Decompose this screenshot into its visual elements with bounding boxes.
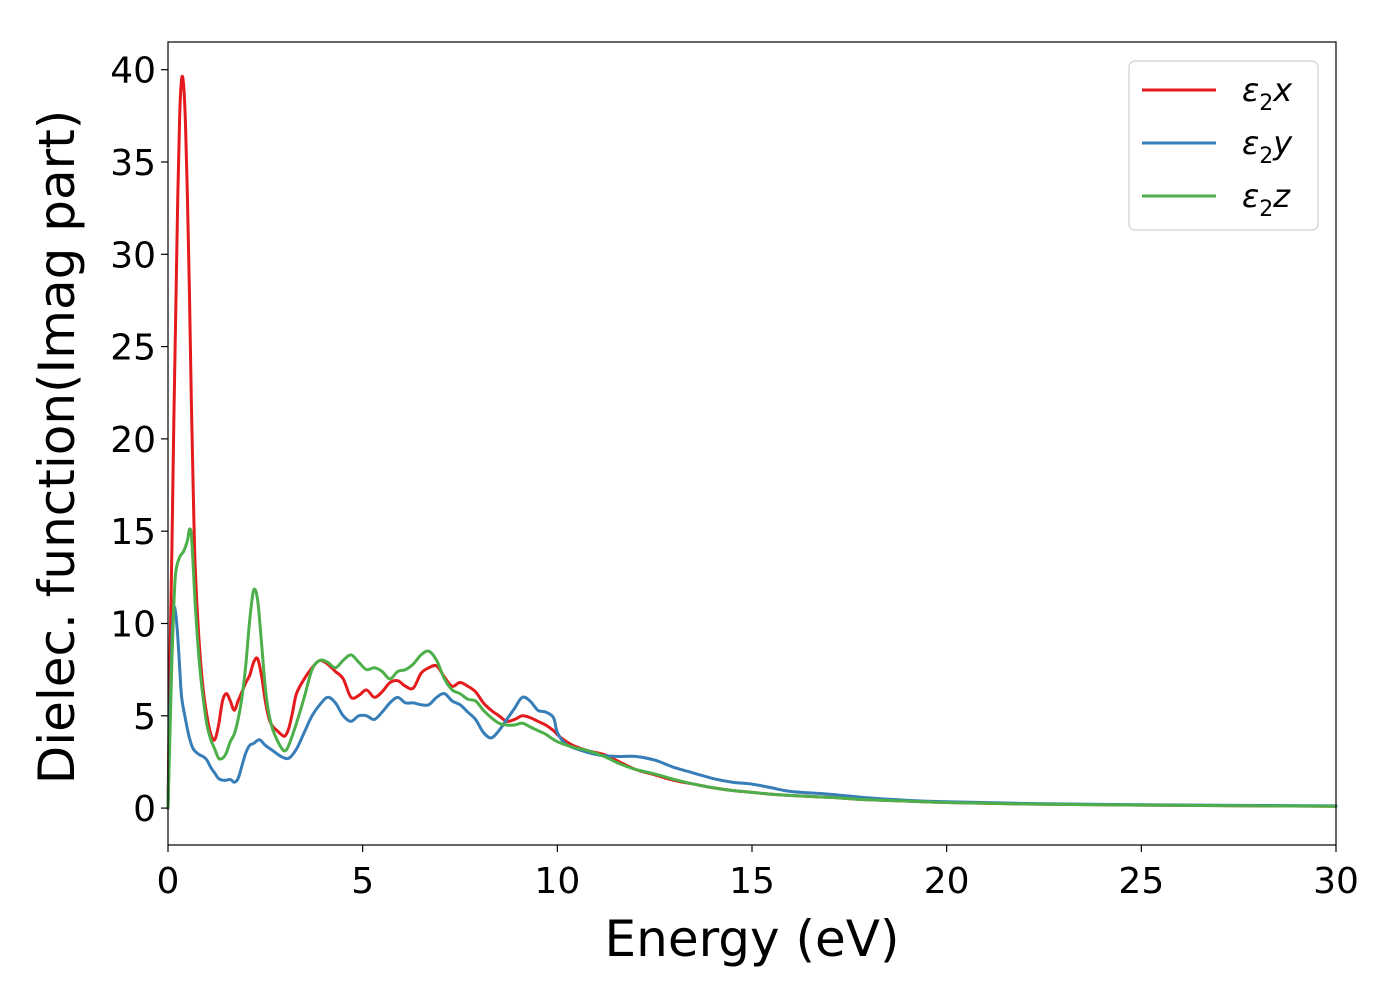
legend-label-y: ε2y	[1242, 124, 1293, 169]
x-axis-ticks: 0 5 10 15 20 25 30	[157, 845, 1359, 902]
y-axis-title: Dielec. function(Imag part)	[28, 110, 86, 785]
x-tick-label: 25	[1118, 861, 1164, 902]
legend: ε2x ε2y ε2z	[1128, 60, 1319, 231]
legend-frame	[1128, 60, 1319, 231]
series-layer	[166, 74, 1338, 810]
x-axis-title: Energy (eV)	[605, 910, 900, 968]
y-tick-label: 5	[133, 697, 156, 738]
x-tick-label: 15	[729, 861, 775, 902]
y-tick-label: 35	[110, 143, 156, 184]
x-tick-label: 30	[1313, 861, 1359, 902]
legend-label-x: ε2x	[1242, 71, 1293, 116]
plot-area-frame	[167, 41, 1337, 846]
y-tick-label: 25	[110, 328, 156, 369]
x-tick-label: 10	[534, 861, 580, 902]
y-tick-label: 40	[110, 51, 156, 92]
x-tick-label: 5	[351, 861, 374, 902]
legend-label-z: ε2z	[1242, 177, 1291, 222]
y-tick-label: 30	[110, 235, 156, 276]
series-line-y	[166, 605, 1338, 810]
y-tick-label: 10	[110, 604, 156, 645]
series-line-z	[166, 527, 1338, 810]
y-axis-ticks: 0 5 10 15 20 25 30 35 40	[110, 51, 168, 830]
y-tick-label: 0	[133, 789, 156, 830]
y-tick-label: 15	[110, 512, 156, 553]
x-tick-label: 20	[924, 861, 970, 902]
x-tick-label: 0	[157, 861, 180, 902]
y-tick-label: 20	[110, 420, 156, 461]
